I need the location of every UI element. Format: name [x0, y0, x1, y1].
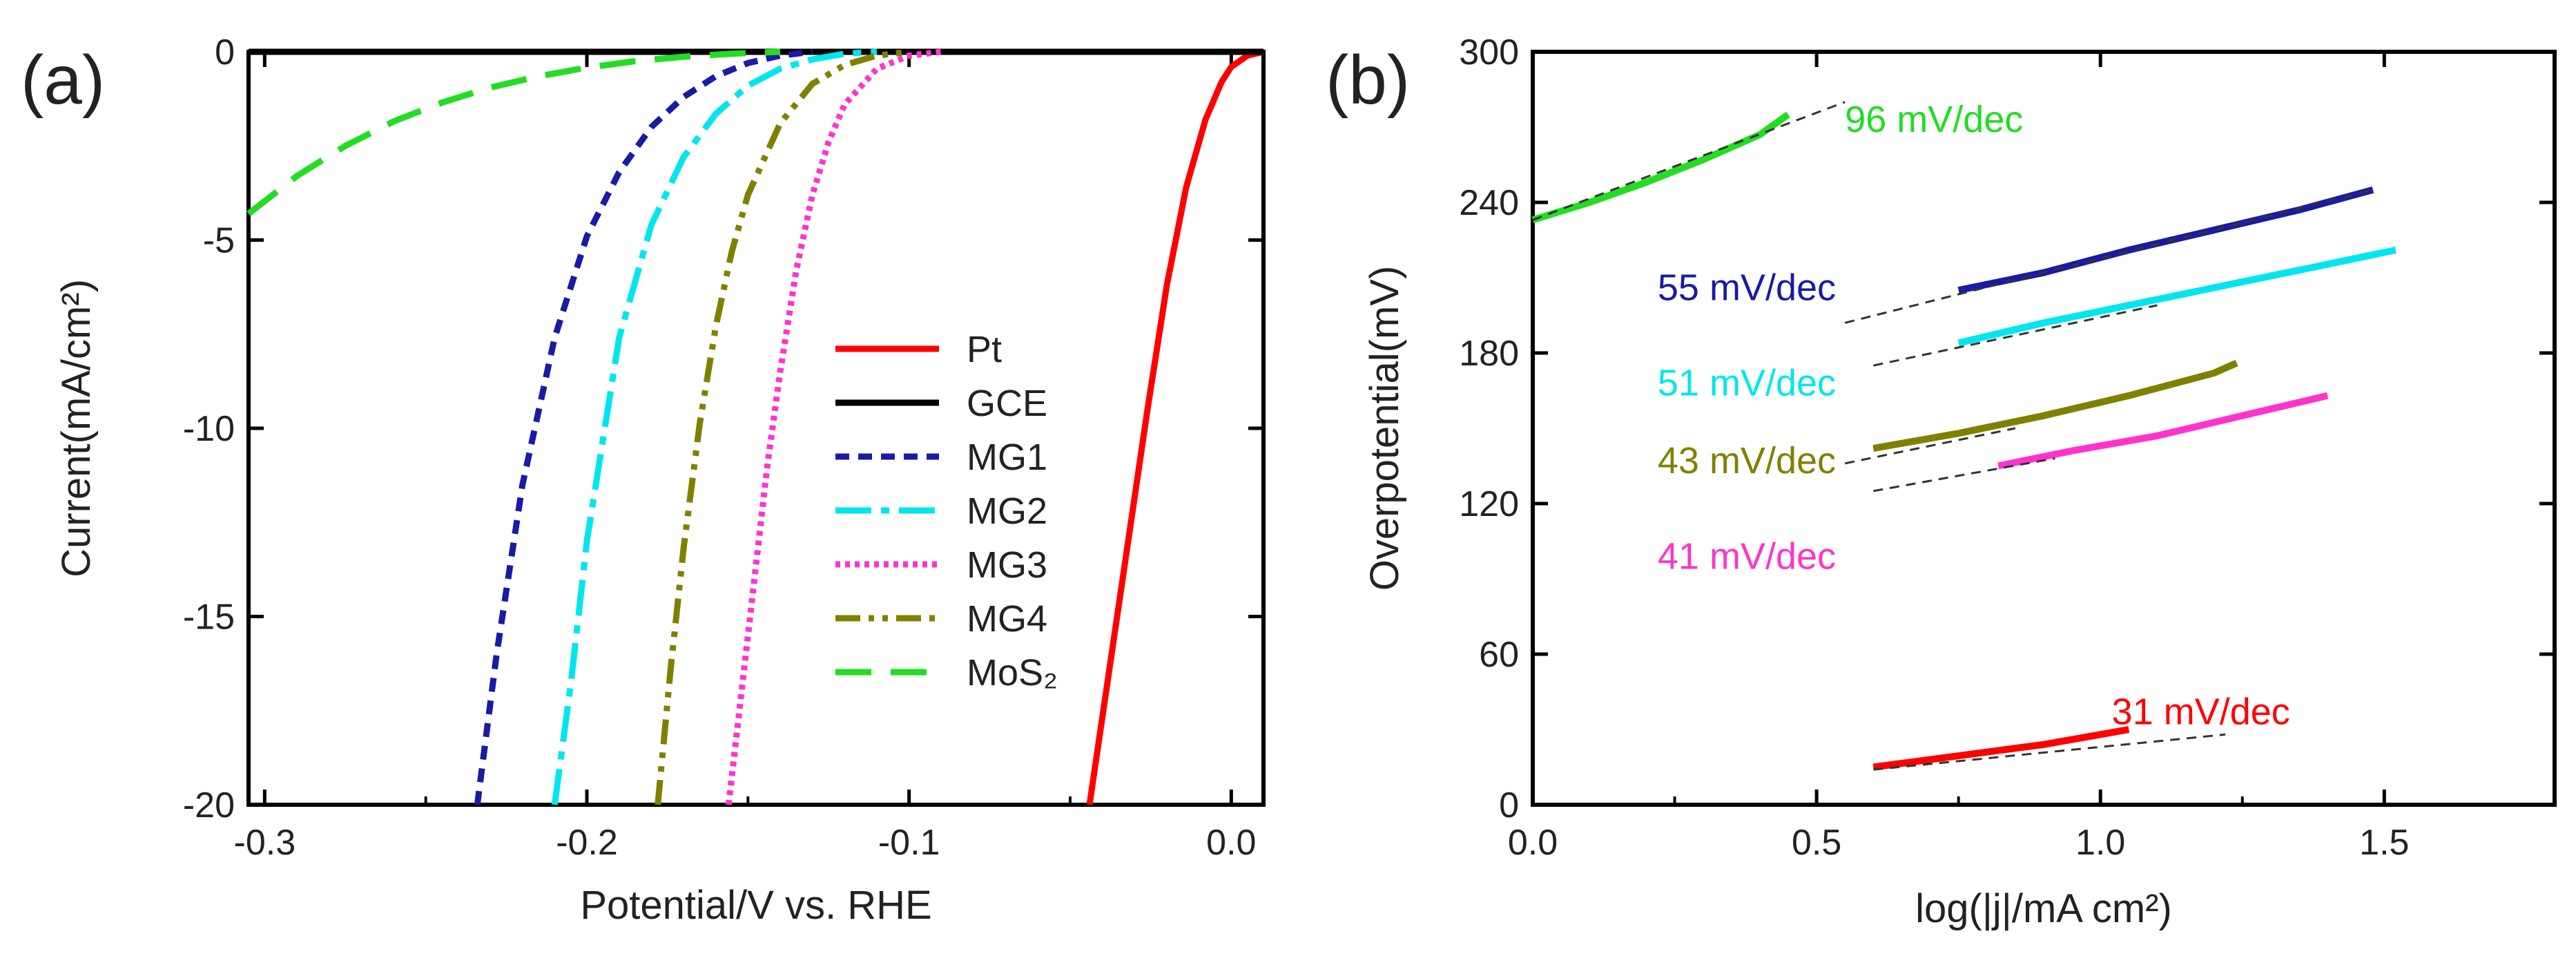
legend-label-mg3: MG3 — [967, 544, 1047, 586]
legend-label-mg4: MG4 — [967, 598, 1047, 640]
panel-a-ticks: -0.3 -0.2 -0.1 0.0 0 -5 -10 -15 -20 — [183, 32, 1263, 863]
slope-annotation-pt: 31 mV/dec — [2112, 691, 2290, 733]
panel-a-ytick-label-4: -20 — [183, 785, 235, 825]
panel-b-plot-frame — [1531, 50, 2557, 807]
slope-annotation-mg3: 41 mV/dec — [1658, 535, 1836, 577]
slope-annotation-mos2: 96 mV/dec — [1845, 99, 2023, 140]
panel-b-ytick-label-5: 300 — [1459, 32, 1519, 73]
panel-b-ytick-label-0: 0 — [1499, 785, 1519, 825]
series-line-mos2 — [246, 48, 781, 216]
panel-a-plot-frame — [246, 50, 1266, 807]
legend-label-gce: GCE — [967, 383, 1047, 424]
tafel-line-pt — [1872, 726, 2130, 771]
tafel-line-mg2 — [1957, 247, 2396, 347]
legend-label-mos2: MoS₂ — [967, 652, 1058, 694]
panel-a-legend: Pt GCE MG1 MG2 MG3 MG4 MoS₂ — [835, 329, 1058, 694]
legend-label-mg2: MG2 — [967, 490, 1047, 532]
series-line-mg1 — [474, 48, 813, 805]
panel-a: (a) -0.3 -0.2 -0.1 0.0 0 -5 -10 -15 -20 Pt GCE MG1… — [21, 32, 1266, 928]
series-line-pt — [1086, 48, 1265, 805]
fit-line-mg1 — [1844, 189, 2374, 324]
panel-b-xtick-label-0: 0.0 — [1508, 823, 1558, 863]
slope-annotation-mg1: 55 mV/dec — [1658, 267, 1836, 309]
panel-b-ylabel: Overpotential(mV) — [1362, 266, 1407, 591]
panel-a-xlabel: Potential/V vs. RHE — [580, 883, 931, 928]
panel-b-ytick-label-3: 180 — [1459, 334, 1519, 374]
fit-line-mos2 — [1532, 101, 1846, 221]
panel-a-ytick-label-3: -15 — [183, 598, 235, 638]
panel-b-ticks: 0.0 0.5 1.0 1.5 0 60 120 180 240 300 — [1459, 32, 2555, 863]
fit-line-mg3 — [1873, 457, 2055, 493]
fit-line-mg2 — [1873, 304, 2158, 367]
panel-a-ytick-label-2: -10 — [183, 409, 235, 449]
panel-b-xtick-label-3: 1.5 — [2359, 823, 2409, 863]
panel-b-ytick-label-1: 60 — [1479, 635, 1519, 675]
panel-b-series: 96 mV/dec 55 mV/dec 51 mV/dec 43 mV/dec 41 m… — [1531, 99, 2396, 771]
panel-b-xtick-label-2: 1.0 — [2075, 823, 2125, 863]
slope-annotation-mg4: 43 mV/dec — [1658, 440, 1836, 481]
panel-a-xtick-label-2: -0.1 — [878, 823, 940, 863]
panel-a-ytick-label-0: 0 — [215, 32, 235, 73]
panel-b-xtick-label-1: 0.5 — [1792, 823, 1841, 863]
series-line-mg3 — [725, 48, 942, 805]
panel-a-xtick-label-3: 0.0 — [1206, 823, 1256, 863]
fit-line-mg4 — [1844, 427, 2016, 465]
panel-b: (b) 0.0 0.5 1.0 1.5 0 60 120 180 240 300 96 mV/de… — [1326, 32, 2557, 931]
panel-a-label: (a) — [21, 41, 105, 119]
panel-a-xtick-label-0: -0.3 — [234, 823, 296, 863]
panel-a-series — [246, 48, 1265, 805]
panel-b-label: (b) — [1326, 41, 1410, 119]
fit-line-pt — [1873, 733, 2226, 771]
series-line-mg4 — [655, 48, 910, 805]
panel-a-ytick-label-1: -5 — [203, 221, 235, 261]
tafel-line-mos2 — [1531, 111, 1790, 224]
panel-a-xtick-label-1: -0.2 — [556, 823, 618, 863]
series-line-mg2 — [551, 48, 878, 805]
slope-annotation-mg2: 51 mV/dec — [1658, 363, 1836, 404]
legend-label-pt: Pt — [967, 329, 1002, 370]
legend-label-mg1: MG1 — [967, 437, 1047, 478]
tafel-line-mg3 — [1997, 392, 2329, 470]
panel-b-ytick-label-4: 240 — [1459, 183, 1519, 223]
panel-b-xlabel: log(|j|/mA cm²) — [1915, 886, 2172, 931]
panel-b-ytick-label-2: 120 — [1459, 484, 1519, 524]
panel-a-ylabel: Current(mA/cm²) — [54, 279, 99, 577]
tafel-line-mg1 — [1957, 186, 2374, 294]
tafel-line-mg4 — [1872, 359, 2238, 452]
